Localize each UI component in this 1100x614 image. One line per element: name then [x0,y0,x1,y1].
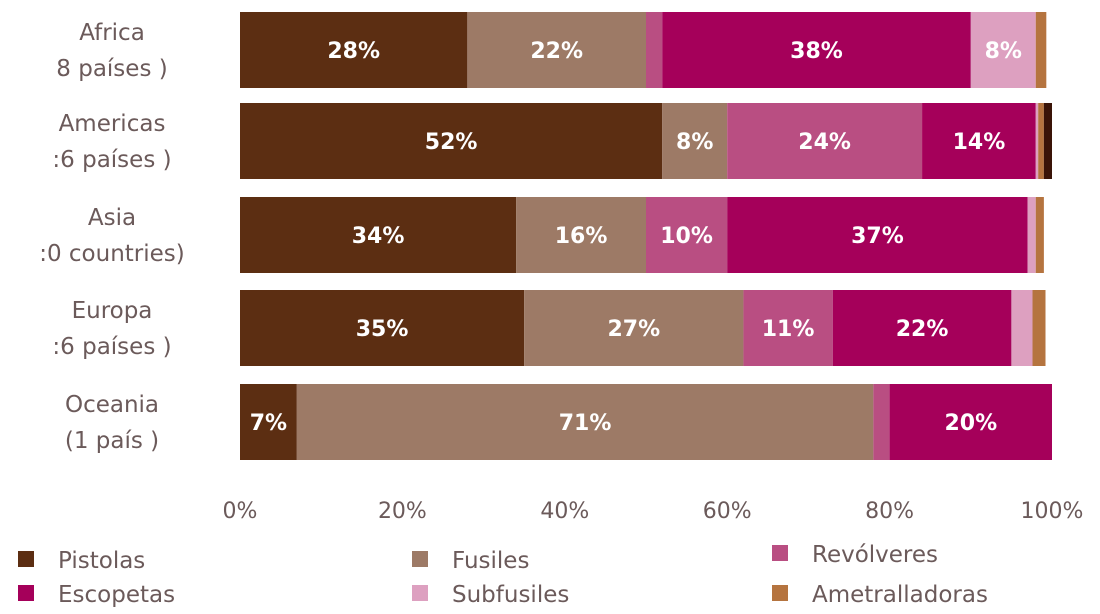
legend-label: Fusiles [452,548,529,574]
data-label-1-1: 8% [676,130,713,155]
data-label-4-0: 7% [250,411,287,436]
category-label-line1: Africa [79,20,145,46]
data-label-3-3: 22% [896,317,949,342]
data-label-2-3: 37% [851,224,904,249]
bar-segment-0-2 [646,12,662,88]
legend-swatch-5 [772,585,788,601]
x-tick-label: 80% [865,499,914,524]
legend-label: Escopetas [58,582,175,608]
data-label-2-1: 16% [555,224,608,249]
category-label-line2: (1 país ) [65,428,159,454]
x-tick-label: 40% [540,499,589,524]
legend-swatch-4 [412,585,428,601]
legend-swatch-2 [772,545,788,561]
data-label-0-4: 8% [985,39,1022,64]
data-label-0-0: 28% [327,39,380,64]
category-label-line1: Asia [88,205,136,231]
x-tick-label: 20% [378,499,427,524]
legend-label: Subfusiles [452,582,569,608]
legend-swatch-3 [18,585,34,601]
bar-segment-0-5 [1036,12,1047,88]
data-label-1-2: 24% [798,130,851,155]
category-label-line1: Oceania [65,392,159,418]
x-tick-label: 100% [1021,499,1084,524]
data-label-3-1: 27% [607,317,660,342]
category-label-line2: :6 países ) [52,334,171,360]
x-tick-label: 60% [703,499,752,524]
data-label-0-1: 22% [530,39,583,64]
bar-segment-3-4 [1011,290,1032,366]
bar-segment-extra-1 [1044,103,1052,179]
category-label-line2: :6 países ) [52,147,171,173]
bar-segment-1-5 [1038,103,1044,179]
category-label-line1: Americas [59,111,166,137]
data-label-0-3: 38% [790,39,843,64]
data-label-1-3: 14% [953,130,1006,155]
data-label-2-2: 10% [660,224,713,249]
data-label-4-1: 71% [559,411,612,436]
bar-segment-2-5 [1036,197,1044,273]
category-label-line2: 8 países ) [56,56,167,82]
legend-label: Ametralladoras [812,582,988,608]
data-label-2-0: 34% [352,224,405,249]
data-label-3-0: 35% [356,317,409,342]
bar-segment-4-2 [873,384,889,460]
bar-segment-3-5 [1033,290,1046,366]
data-label-1-0: 52% [425,130,478,155]
legend-swatch-1 [412,551,428,567]
category-label-line1: Europa [72,298,153,324]
data-label-3-2: 11% [762,317,815,342]
legend-swatch-0 [18,551,34,567]
legend-label: Revólveres [812,542,938,568]
bar-segment-1-4 [1036,103,1038,179]
category-label-line2: :0 countries) [39,241,185,267]
bar-segment-2-4 [1028,197,1036,273]
x-tick-label: 0% [223,499,258,524]
data-label-4-3: 20% [944,411,997,436]
legend-label: Pistolas [58,548,145,574]
